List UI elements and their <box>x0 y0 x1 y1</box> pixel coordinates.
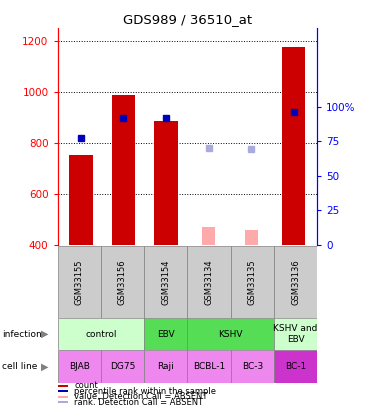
Bar <box>58 396 68 398</box>
Text: GSM33156: GSM33156 <box>118 259 127 305</box>
Bar <box>58 350 101 383</box>
Bar <box>274 246 317 318</box>
Bar <box>144 246 187 318</box>
Text: cell line: cell line <box>2 362 37 371</box>
Bar <box>187 318 274 350</box>
Bar <box>58 384 68 386</box>
Bar <box>187 350 231 383</box>
Text: GSM33134: GSM33134 <box>204 259 213 305</box>
Text: rank, Detection Call = ABSENT: rank, Detection Call = ABSENT <box>74 398 203 405</box>
Text: value, Detection Call = ABSENT: value, Detection Call = ABSENT <box>74 392 208 401</box>
Bar <box>274 318 317 350</box>
Text: DG75: DG75 <box>110 362 135 371</box>
Text: EBV: EBV <box>157 330 174 339</box>
Bar <box>187 246 231 318</box>
Bar <box>231 246 274 318</box>
Text: GSM33135: GSM33135 <box>248 259 257 305</box>
Bar <box>202 227 215 245</box>
Bar <box>58 318 144 350</box>
Bar <box>231 350 274 383</box>
Text: GSM33155: GSM33155 <box>75 259 83 305</box>
Bar <box>144 318 187 350</box>
Text: BC-3: BC-3 <box>242 362 263 371</box>
Text: KSHV and
EBV: KSHV and EBV <box>273 324 318 344</box>
Title: GDS989 / 36510_at: GDS989 / 36510_at <box>123 13 252 26</box>
Bar <box>154 122 178 245</box>
Bar <box>144 350 187 383</box>
Text: percentile rank within the sample: percentile rank within the sample <box>74 387 216 396</box>
Text: count: count <box>74 381 98 390</box>
Bar <box>282 47 305 245</box>
Bar <box>101 246 144 318</box>
Text: control: control <box>85 330 116 339</box>
Text: GSM33136: GSM33136 <box>291 259 300 305</box>
Text: Raji: Raji <box>157 362 174 371</box>
Bar <box>101 350 144 383</box>
Bar <box>69 155 93 245</box>
Text: GSM33154: GSM33154 <box>161 259 170 305</box>
Bar <box>58 401 68 403</box>
Bar <box>58 246 101 318</box>
Bar <box>58 390 68 392</box>
Bar <box>112 95 135 245</box>
Text: KSHV: KSHV <box>219 330 243 339</box>
Text: ▶: ▶ <box>41 362 48 371</box>
Text: BCBL-1: BCBL-1 <box>193 362 225 371</box>
Text: BC-1: BC-1 <box>285 362 306 371</box>
Bar <box>245 230 257 245</box>
Text: BJAB: BJAB <box>69 362 89 371</box>
Bar <box>274 350 317 383</box>
Text: infection: infection <box>2 330 42 339</box>
Text: ▶: ▶ <box>41 329 48 339</box>
